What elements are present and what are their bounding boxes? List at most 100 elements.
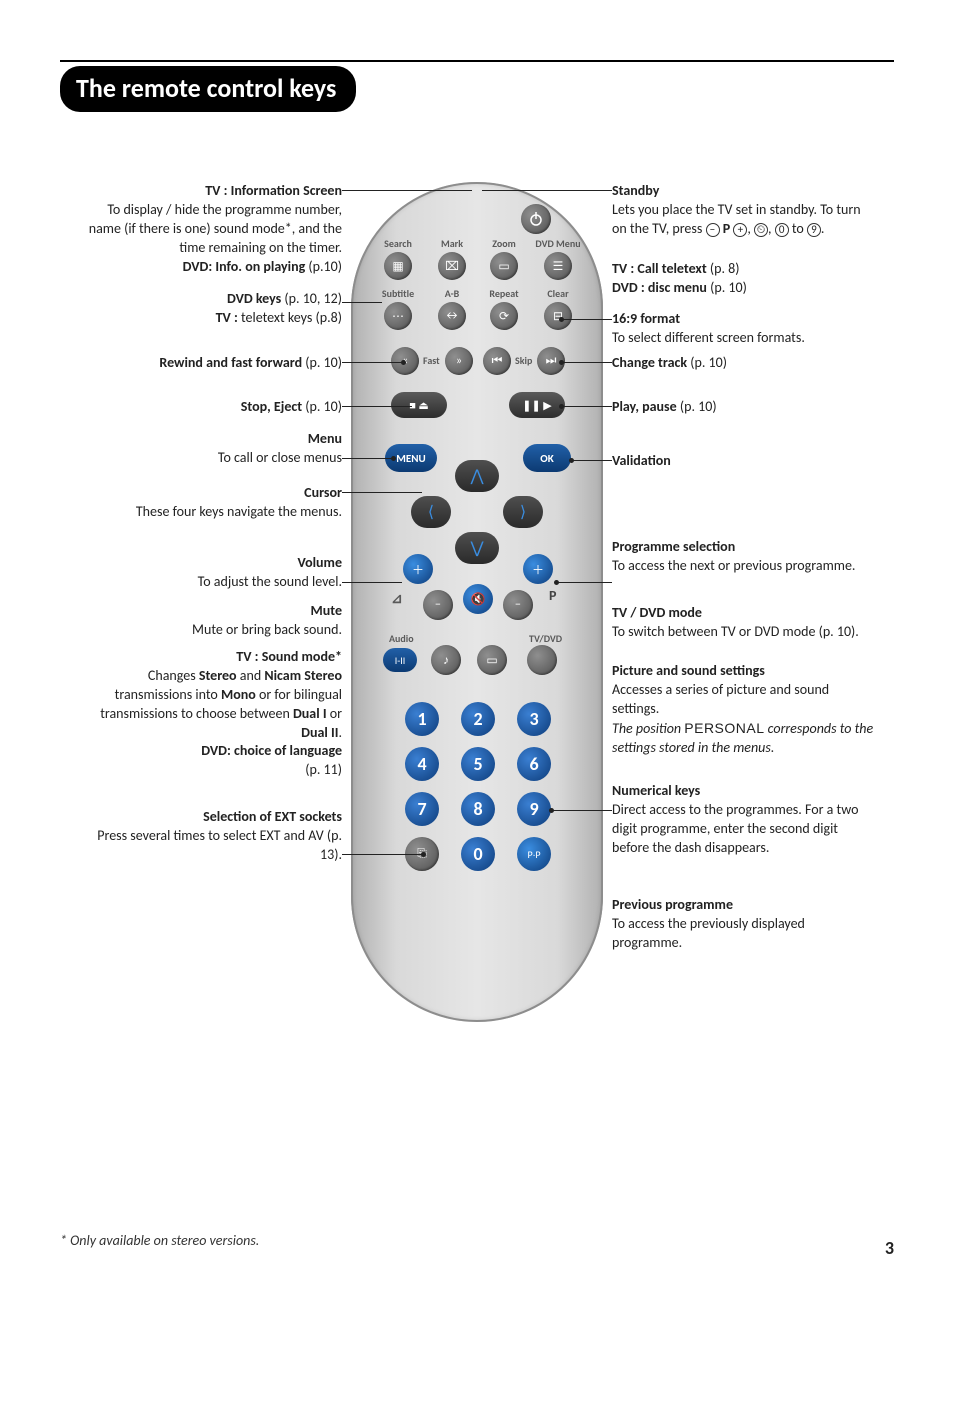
- call-mode: TV / DVD modeTo switch between TV or DVD…: [612, 604, 877, 642]
- call-format: 16:9 formatTo select different screen fo…: [612, 310, 877, 348]
- lbl-fast: Fast: [423, 354, 440, 367]
- dot-fmt: [559, 317, 564, 322]
- diagram: Search Mark Zoom DVD Menu ▦ ⌧ ▭ ☰ Subtit…: [60, 182, 894, 1212]
- call-menu: Menu To call or close menus: [77, 430, 342, 468]
- snd-dvd: DVD: choice of language: [201, 742, 342, 759]
- dot-ext: [421, 852, 426, 857]
- sym-timer: ⏲: [754, 223, 768, 237]
- t-num: Numerical keys: [612, 782, 700, 799]
- r-dvdk: (p. 10, 12): [281, 290, 342, 307]
- call-pic: Picture and sound settingsAccesses a ser…: [612, 662, 877, 757]
- b-info: To display / hide the programme number, …: [89, 201, 342, 256]
- b-num: Direct access to the programmes. For a t…: [612, 801, 858, 856]
- b-fmt: To select different screen formats.: [612, 329, 805, 346]
- snd-m2: transmissions into: [115, 686, 221, 703]
- btn-skip-back: ⏮: [483, 347, 511, 375]
- t-menu: Menu: [308, 430, 342, 447]
- call-vol: VolumeTo adjust the sound level.: [77, 554, 342, 592]
- t-chg: Change track: [612, 354, 687, 371]
- btn-stop-eject: ■ ⏏: [391, 392, 447, 418]
- btn-nav-left: ⟨: [411, 496, 451, 528]
- sym-zero: 0: [775, 223, 789, 237]
- digit-5: 5: [473, 753, 482, 775]
- call-valid: Validation: [612, 452, 877, 471]
- call-change: Change track (p. 10): [612, 354, 877, 373]
- dot-play: [559, 404, 564, 409]
- t-prev: Previous programme: [612, 896, 733, 913]
- dot-prg: [554, 580, 559, 585]
- ld-val: [572, 460, 612, 461]
- ld-chg: [562, 362, 612, 363]
- btn-clear: ⊟: [544, 302, 572, 330]
- page: The remote control keys Search Mark Zoom…: [60, 60, 894, 1249]
- snd-b5: Dual II: [301, 724, 338, 741]
- btn-prog-up: ＋: [523, 554, 553, 584]
- b-prev: To access the previously displayed progr…: [612, 915, 805, 951]
- btn-vol-down: −: [423, 590, 453, 620]
- lbl-zoom: Zoom: [481, 237, 527, 250]
- call-ext: Selection of EXT socketsPress several ti…: [77, 808, 342, 865]
- sym-P: P: [723, 220, 730, 237]
- btn-5: 5: [461, 747, 495, 781]
- btn-3: 3: [517, 702, 551, 736]
- digit-7: 7: [417, 798, 426, 820]
- t-prg: Programme selection: [612, 538, 735, 555]
- t-info-dvd: DVD: Info. on playing: [183, 258, 306, 275]
- call-rewind: Rewind and fast forward (p. 10): [77, 354, 342, 373]
- t-stop: Stop, Eject: [241, 398, 302, 415]
- b-menu: To call or close menus: [218, 449, 342, 466]
- pic-e2: PERSONAL: [684, 720, 764, 736]
- digit-8: 8: [473, 798, 482, 820]
- dot-chg: [559, 360, 564, 365]
- page-title-pill: The remote control keys: [60, 66, 356, 112]
- digit-2: 2: [473, 708, 482, 730]
- page-title: The remote control keys: [76, 72, 336, 104]
- digit-0: 0: [473, 843, 482, 865]
- t-val: Validation: [612, 452, 671, 469]
- call-info: TV : Information Screen To display / hid…: [77, 182, 342, 276]
- btn-nav-down: ⋁: [455, 532, 499, 564]
- sym-nine: 9: [807, 223, 821, 237]
- r-ttx: (p. 8): [707, 260, 740, 277]
- snd-b3: Mono: [221, 686, 256, 703]
- b-pic: Accesses a series of picture and sound s…: [612, 681, 829, 717]
- ld-fmt: [562, 319, 612, 320]
- ld-vol: [342, 582, 402, 583]
- ld-num: [552, 810, 612, 811]
- b-mode: To switch between TV or DVD mode (p. 10)…: [612, 623, 859, 640]
- btn-mark: ⌧: [438, 252, 466, 280]
- btn-prog-down: −: [503, 590, 533, 620]
- digit-9: 9: [529, 798, 538, 820]
- page-number: 3: [885, 1237, 894, 1259]
- btn-i-ii: I-II: [383, 648, 417, 672]
- lbl-menu: MENU: [396, 452, 425, 465]
- call-teletext: TV : Call teletext (p. 8)DVD : disc menu…: [612, 260, 877, 298]
- snd-ref: (p. 11): [305, 761, 342, 778]
- btn-4: 4: [405, 747, 439, 781]
- snd-b1: Stereo: [199, 667, 237, 684]
- stb-tail: .: [821, 220, 825, 237]
- dot-val: [569, 458, 574, 463]
- btn-7: 7: [405, 792, 439, 826]
- ld-ext: [342, 854, 422, 855]
- btn-1: 1: [405, 702, 439, 736]
- power-icon: [521, 204, 551, 234]
- lbl-skip: Skip: [515, 354, 532, 367]
- btn-repeat: ⟳: [490, 302, 518, 330]
- t-snd: TV : Sound mode*: [236, 648, 342, 665]
- t-ttx: TV : Call teletext: [612, 260, 707, 277]
- snd-1: Changes: [148, 667, 199, 684]
- lbl-search: Search: [375, 237, 421, 250]
- btn-8: 8: [461, 792, 495, 826]
- lbl-P: P: [549, 587, 556, 604]
- t-vol: Volume: [297, 554, 342, 571]
- r-ttx2: (p. 10): [707, 279, 747, 296]
- call-cursor: CursorThese four keys navigate the menus…: [77, 484, 342, 522]
- btn-prev-prog: P∙P: [517, 837, 551, 871]
- t-mute: Mute: [311, 602, 342, 619]
- t-info: TV : Information Screen: [205, 182, 342, 199]
- footnote: * Only available on stereo versions.: [60, 1232, 894, 1249]
- sym-minus: −: [706, 223, 720, 237]
- digit-6: 6: [529, 753, 538, 775]
- t-ext: Selection of EXT sockets: [203, 808, 342, 825]
